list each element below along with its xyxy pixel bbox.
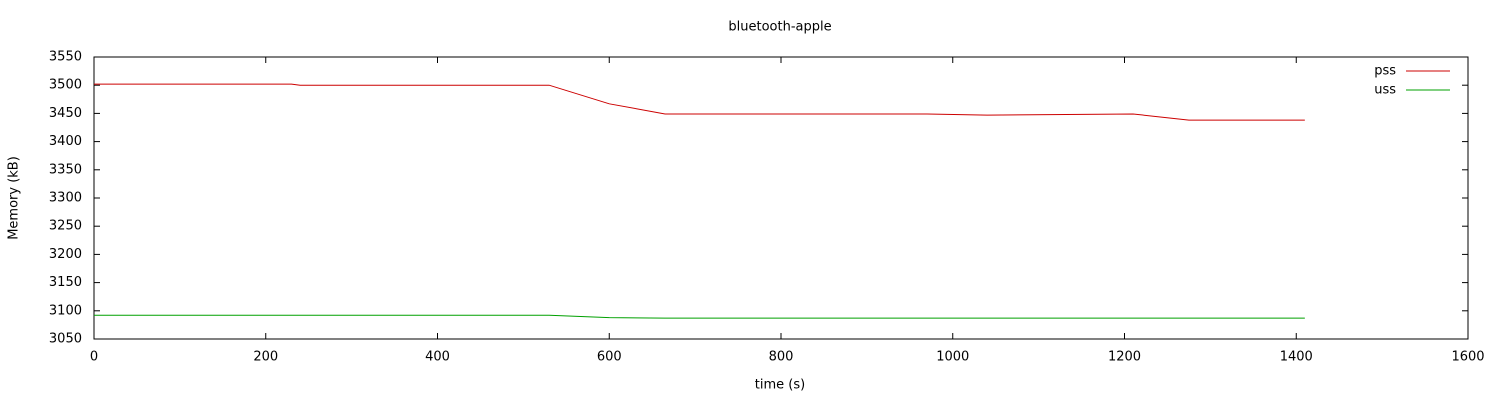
x-tick-label: 200 [253,350,278,365]
x-tick-label: 400 [425,350,450,365]
y-tick-label: 3550 [49,50,82,65]
y-tick-label: 3250 [49,219,82,234]
chart-title: bluetooth-apple [728,20,831,35]
y-tick-label: 3350 [49,162,82,177]
y-tick-label: 3500 [49,78,82,93]
series-line [94,314,1305,319]
plot-border [93,56,1469,340]
y-tick-label: 3050 [49,332,82,347]
x-tick-label: 1600 [1451,350,1484,365]
y-tick-label: 3100 [49,303,82,318]
y-tick-label: 3200 [49,247,82,262]
x-tick-label: 1400 [1280,350,1313,365]
x-tick-label: 600 [597,350,622,365]
y-tick-label: 3450 [49,106,82,121]
x-tick-label: 1000 [936,350,969,365]
y-tick-label: 3150 [49,275,82,290]
x-axis-label: time (s) [755,378,805,393]
series-line [94,83,1305,121]
x-tick-label: 1200 [1108,350,1141,365]
legend-label: uss [1374,83,1396,98]
legend-label: pss [1374,64,1396,79]
y-tick-label: 3300 [49,191,82,206]
y-tick-label: 3400 [49,134,82,149]
x-tick-label: 0 [90,350,98,365]
x-tick-label: 800 [769,350,794,365]
y-axis-label: Memory (kB) [7,156,22,240]
